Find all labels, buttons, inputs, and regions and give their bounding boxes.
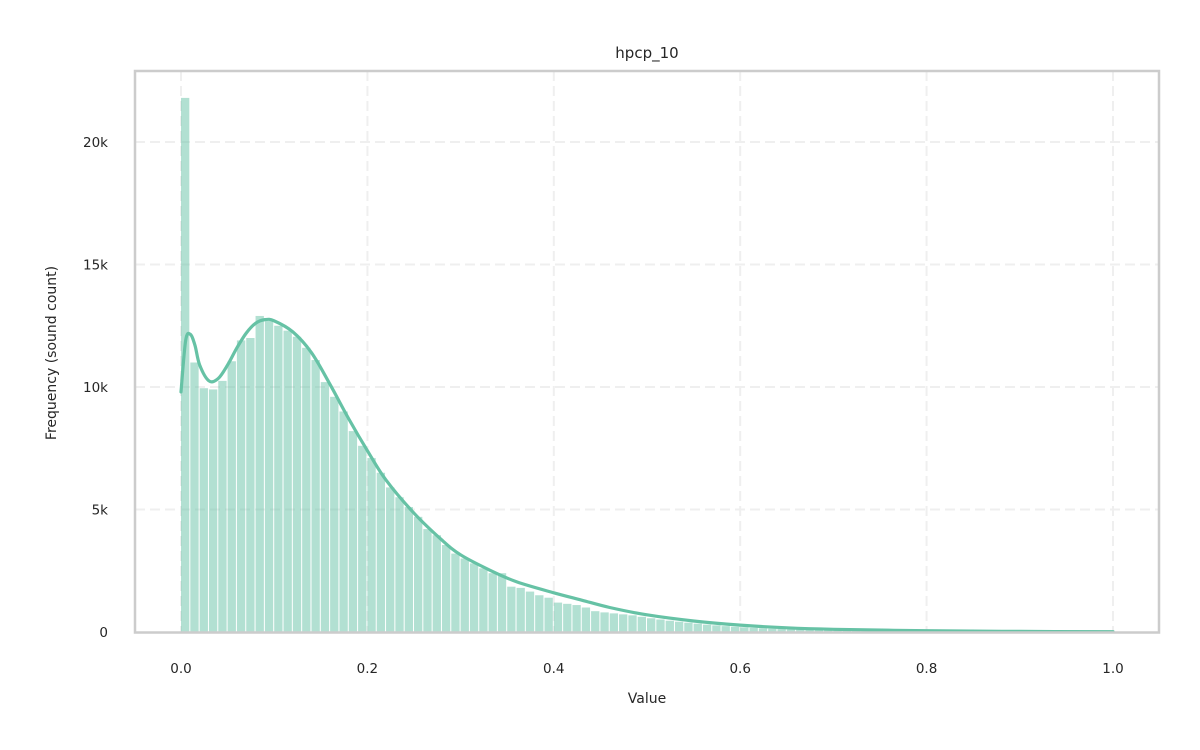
histogram-bar [339,411,348,632]
y-tick-label: 20k [83,135,108,151]
kde-curve [179,317,1115,634]
x-tick-label: 1.0 [1102,661,1123,677]
y-axis-label: Frequency (sound count) [44,266,60,440]
histogram-bar [292,336,302,632]
histogram-bar [404,507,413,632]
histogram-bar [535,595,544,632]
y-tick-label: 0 [99,625,108,641]
x-tick-label: 0.2 [357,661,378,677]
histogram-bar [283,330,292,632]
histogram-bar [693,623,702,632]
x-axis-ticks: 0.0 0.2 0.4 0.6 0.8 1.0 [170,661,1123,677]
histogram-bar [302,347,311,632]
histogram-bar [227,361,236,632]
histogram-bar [544,597,553,632]
histogram-bar [824,630,833,632]
histogram-bar [647,618,656,632]
x-axis-label: Value [628,691,666,707]
histogram-bar [786,629,796,632]
histogram-bar [777,629,786,632]
histogram-bar [628,615,637,632]
x-tick-label: 0.4 [543,661,564,677]
y-tick-label: 15k [83,258,108,274]
histogram-bar [730,626,740,632]
y-tick-label: 5k [92,503,109,519]
histogram-bar [320,382,330,632]
histogram-bar [451,553,460,632]
y-tick-label: 10k [83,380,108,396]
histogram-bar [208,389,218,632]
histogram-bar [637,616,646,632]
histogram-bar [814,630,824,632]
histogram-bar [488,573,497,632]
histogram-bar [600,612,609,632]
histogram-bar [553,602,563,632]
x-tick-label: 0.6 [729,661,750,677]
histogram-bar [619,614,628,632]
histogram-bar [367,458,376,632]
histogram-bar [479,568,488,632]
histogram-bar [236,340,246,632]
histogram-bar [805,629,814,632]
histogram-bar [432,535,441,632]
histogram-bar [507,586,516,632]
histogram-bar [516,587,525,632]
histogram-bar [469,563,479,632]
histogram-bar [740,627,749,632]
histogram-bar [460,558,469,632]
histogram-bar [758,628,768,632]
histogram-bar [414,516,423,632]
histogram-bar [833,630,842,632]
histogram-bar [796,629,805,632]
histogram-bar [684,622,693,632]
histogram-bar [218,380,227,632]
histogram-bar [665,620,674,632]
histogram-bar [702,624,712,632]
chart-title: hpcp_10 [615,44,678,63]
y-axis-ticks: 0 5k 10k 15k 20k [83,135,108,641]
histogram-bar [255,315,264,632]
histogram-bar [395,497,404,632]
histogram-bar [572,605,581,632]
histogram-bar [190,362,199,632]
histogram-bar [311,360,320,632]
histogram-bar [181,97,190,632]
histogram-bar [423,529,432,632]
plot-frame [133,69,1161,634]
histogram-bars [181,97,1112,632]
histogram-bar [749,627,758,632]
histogram-bar [441,545,451,632]
histogram-bar [274,325,283,632]
histogram-bar [264,320,274,632]
histogram-bar [712,625,721,632]
x-tick-label: 0.8 [916,661,937,677]
histogram-bar [199,388,208,632]
histogram-bar [768,628,777,632]
histogram-bar [386,487,395,632]
histogram-bar [330,396,339,632]
x-tick-label: 0.0 [170,661,191,677]
histogram-bar [246,338,255,632]
histogram-bar [376,472,386,632]
histogram-bar [721,626,730,632]
histogram-bar [674,621,684,632]
histogram-bar [563,603,572,632]
histogram-bar [525,591,535,632]
histogram-bar [497,573,507,632]
histogram-bar [358,445,367,632]
histogram-bar [609,613,619,632]
histogram-bar [656,619,665,632]
histogram-bar [591,611,600,632]
histogram-bar [581,607,591,632]
histogram-bar [348,431,358,632]
